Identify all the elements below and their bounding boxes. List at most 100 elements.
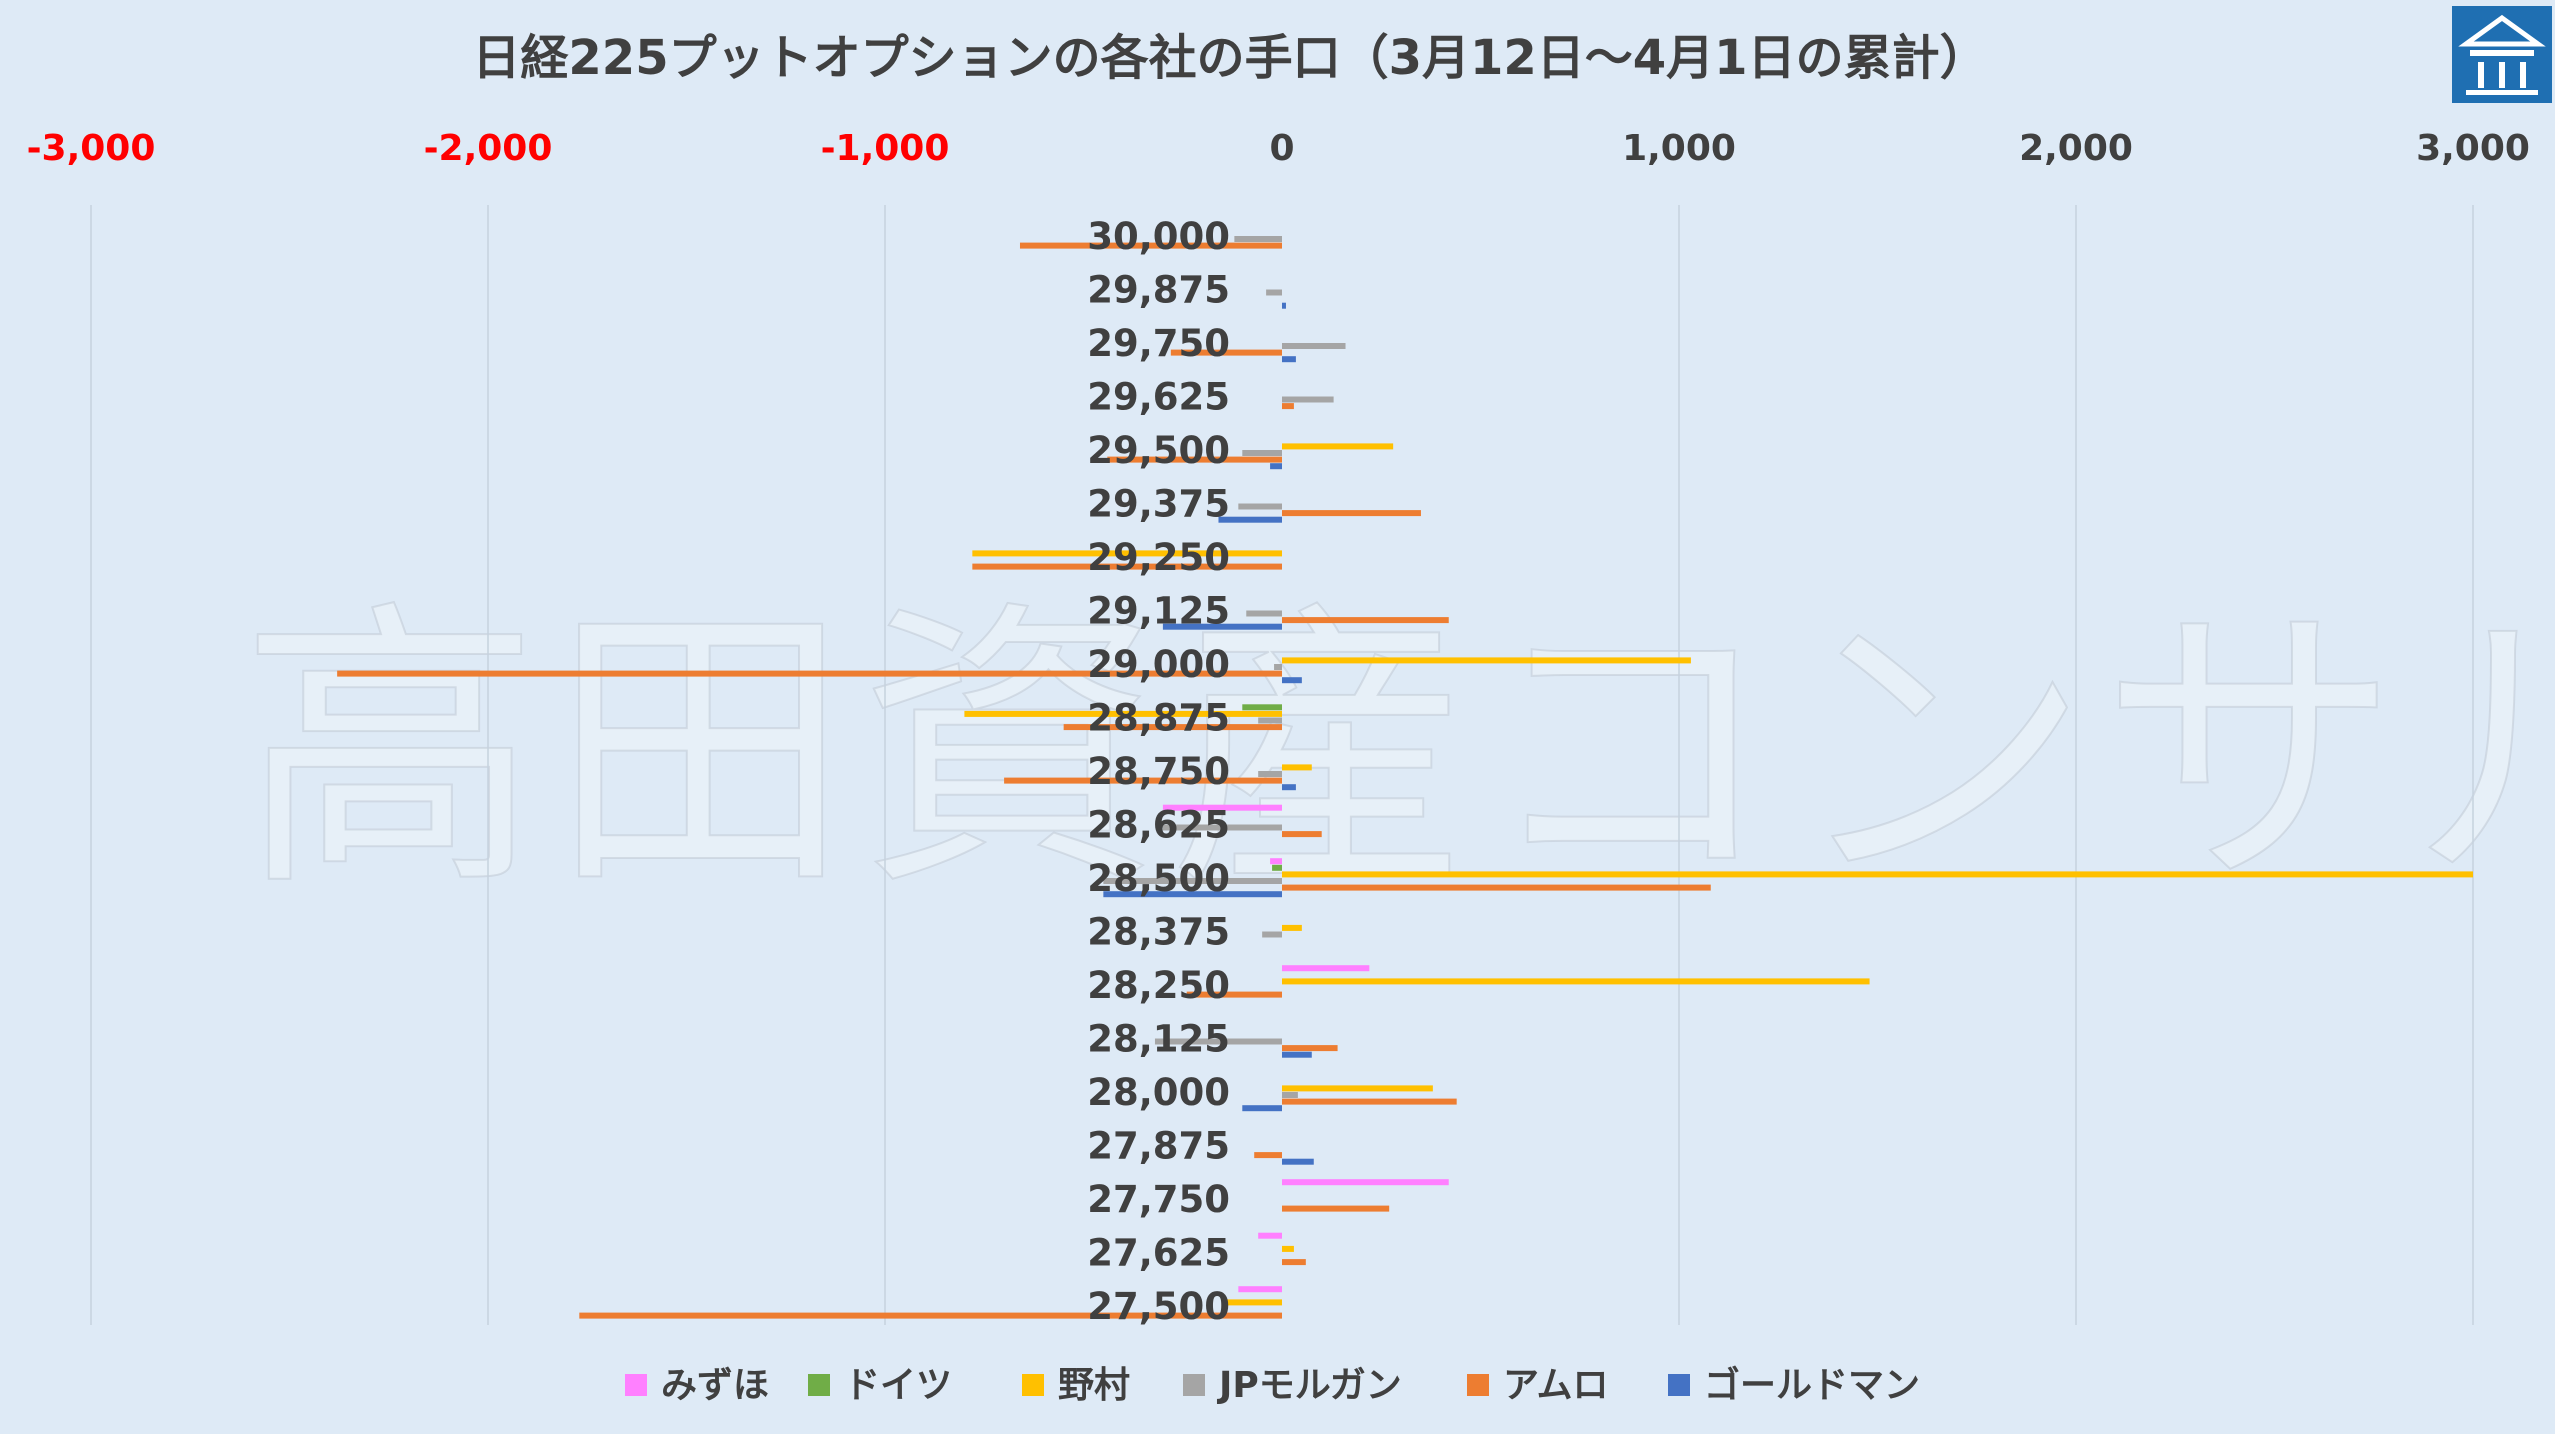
- bar: [1282, 764, 1312, 771]
- bar: [1170, 349, 1282, 356]
- bar: [1282, 1085, 1433, 1092]
- legend-item: 野村: [1022, 1365, 1130, 1406]
- bar: [1103, 878, 1282, 884]
- bar: [1282, 1092, 1298, 1098]
- bar: [1154, 1038, 1282, 1045]
- legend-label: ドイツ: [844, 1365, 952, 1406]
- y-tick-label: 29,500: [1087, 429, 1230, 472]
- legend-swatch: [1022, 1374, 1044, 1396]
- bar: [972, 563, 1282, 570]
- legend-swatch: [808, 1374, 830, 1396]
- bar: [1282, 1205, 1390, 1212]
- bar: [1254, 1152, 1282, 1159]
- y-tick-label: 28,625: [1087, 804, 1230, 847]
- bar: [1004, 777, 1282, 784]
- bar: [1238, 503, 1282, 510]
- bar: [1282, 1259, 1306, 1266]
- y-tick-label: 27,500: [1087, 1285, 1230, 1328]
- bar: [1019, 242, 1282, 249]
- y-tick-label: 29,250: [1087, 536, 1230, 579]
- y-tick-label: 29,750: [1087, 322, 1230, 365]
- x-tick-label: -3,000: [27, 128, 156, 169]
- x-tick-label: -2,000: [424, 128, 553, 169]
- y-tick-label: 28,250: [1087, 964, 1230, 1007]
- bar: [1282, 356, 1296, 363]
- bar: [1282, 403, 1294, 410]
- legend-swatch: [625, 1374, 647, 1396]
- bar: [1282, 871, 2473, 878]
- bar: [1282, 510, 1421, 517]
- bar: [1282, 1179, 1449, 1186]
- logo-icon: [2452, 6, 2552, 103]
- chart-title: 日経225プットオプションの各社の手口（3月12日～4月1日の累計）: [472, 30, 1987, 86]
- bar: [1282, 443, 1394, 450]
- y-tick-label: 29,375: [1087, 483, 1230, 526]
- bar: [1262, 931, 1282, 938]
- bar: [1242, 704, 1282, 711]
- bar: [1218, 516, 1282, 523]
- bar: [1282, 784, 1296, 791]
- bar: [1282, 302, 1286, 309]
- bar: [1258, 771, 1282, 777]
- x-tick-label: 2,000: [2019, 128, 2133, 169]
- bar: [1282, 343, 1346, 349]
- legend-item: アムロ: [1467, 1365, 1608, 1406]
- legend: みずほ ドイツ 野村 JPモルガン アムロ ゴールドマン: [625, 1364, 1920, 1406]
- legend-label: JPモルガン: [1216, 1365, 1402, 1406]
- x-tick-label: 0: [1269, 128, 1294, 169]
- bar: [1282, 677, 1302, 684]
- bar: [1282, 831, 1322, 838]
- bar: [1282, 1158, 1314, 1165]
- bar: [1282, 1051, 1312, 1058]
- x-tick-label: -1,000: [821, 128, 950, 169]
- bar: [1107, 456, 1282, 463]
- legend-item: JPモルガン: [1183, 1365, 1402, 1406]
- bar: [1242, 1105, 1282, 1112]
- y-tick-label: 30,000: [1087, 215, 1230, 258]
- y-tick-label: 29,125: [1087, 590, 1230, 633]
- bar: [1282, 965, 1370, 972]
- legend-label: みずほ: [661, 1365, 769, 1406]
- gridlines: [90, 205, 2474, 1325]
- bar: [1270, 463, 1282, 470]
- bar: [1103, 891, 1282, 898]
- bar: [579, 1312, 1282, 1319]
- bar: [972, 550, 1282, 557]
- bar: [1282, 657, 1691, 664]
- bar: [1282, 396, 1334, 403]
- bar: [1162, 804, 1282, 811]
- legend-item: ドイツ: [808, 1365, 952, 1406]
- bar: [1162, 824, 1282, 831]
- bar: [1282, 617, 1449, 624]
- bar: [1238, 1286, 1282, 1293]
- y-tick-label: 28,500: [1087, 857, 1230, 900]
- bar: [1266, 289, 1282, 296]
- y-tick-label: 28,750: [1087, 750, 1230, 793]
- y-tick-label: 27,625: [1087, 1232, 1230, 1275]
- legend-item: ゴールドマン: [1668, 1364, 1920, 1406]
- legend-swatch: [1467, 1374, 1489, 1396]
- x-tick-label: 1,000: [1622, 128, 1736, 169]
- bar: [1282, 924, 1302, 931]
- bar: [1282, 884, 1711, 891]
- y-tick-label: 28,875: [1087, 697, 1230, 740]
- bar: [1282, 1045, 1338, 1052]
- y-tick-label: 29,000: [1087, 643, 1230, 686]
- watermark: 高田資産コンサル: [240, 577, 2555, 926]
- bar: [1162, 623, 1282, 630]
- legend-swatch: [1183, 1374, 1205, 1396]
- legend-label: ゴールドマン: [1704, 1364, 1920, 1406]
- bar: [964, 710, 1282, 717]
- bars: [337, 236, 2473, 1319]
- legend-swatch: [1668, 1374, 1690, 1396]
- bar: [1242, 450, 1282, 456]
- bar: [1234, 236, 1282, 242]
- bar: [1272, 864, 1282, 871]
- bar: [1258, 717, 1282, 724]
- bar: [337, 670, 1282, 677]
- y-tick-label: 27,750: [1087, 1178, 1230, 1221]
- bar: [1282, 1245, 1294, 1252]
- y-tick-label: 28,375: [1087, 911, 1230, 954]
- y-tick-label: 27,875: [1087, 1125, 1230, 1168]
